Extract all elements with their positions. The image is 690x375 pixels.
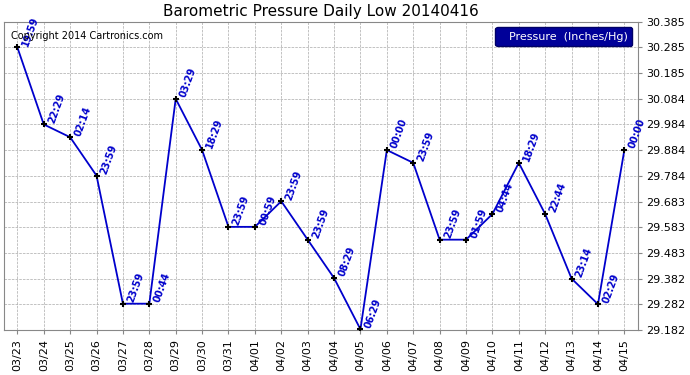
Text: 00:59: 00:59 xyxy=(257,194,277,227)
Text: 23:59: 23:59 xyxy=(284,169,304,201)
Text: Copyright 2014 Cartronics.com: Copyright 2014 Cartronics.com xyxy=(10,31,163,41)
Text: 02:29: 02:29 xyxy=(600,272,620,304)
Text: 04:44: 04:44 xyxy=(495,182,515,214)
Text: 01:59: 01:59 xyxy=(469,207,489,240)
Text: 23:59: 23:59 xyxy=(416,130,436,163)
Text: 23:59: 23:59 xyxy=(231,194,251,227)
Title: Barometric Pressure Daily Low 20140416: Barometric Pressure Daily Low 20140416 xyxy=(163,4,479,19)
Text: 23:59: 23:59 xyxy=(442,207,462,240)
Text: 23:59: 23:59 xyxy=(126,271,146,304)
Text: 00:00: 00:00 xyxy=(389,117,409,150)
Text: 23:14: 23:14 xyxy=(574,246,594,279)
Text: 19:59: 19:59 xyxy=(20,15,40,47)
Legend: Pressure  (Inches/Hg): Pressure (Inches/Hg) xyxy=(495,27,632,46)
Text: 22:44: 22:44 xyxy=(548,182,568,214)
Text: 06:29: 06:29 xyxy=(363,297,383,329)
Text: 18:29: 18:29 xyxy=(205,117,225,150)
Text: 23:59: 23:59 xyxy=(99,143,119,176)
Text: 22:29: 22:29 xyxy=(46,92,66,124)
Text: 23:59: 23:59 xyxy=(310,207,331,240)
Text: 02:14: 02:14 xyxy=(72,105,92,137)
Text: 00:44: 00:44 xyxy=(152,271,172,304)
Text: 08:29: 08:29 xyxy=(337,245,357,278)
Text: 18:29: 18:29 xyxy=(522,130,542,163)
Text: 00:00: 00:00 xyxy=(627,117,647,150)
Text: 03:29: 03:29 xyxy=(178,66,198,99)
